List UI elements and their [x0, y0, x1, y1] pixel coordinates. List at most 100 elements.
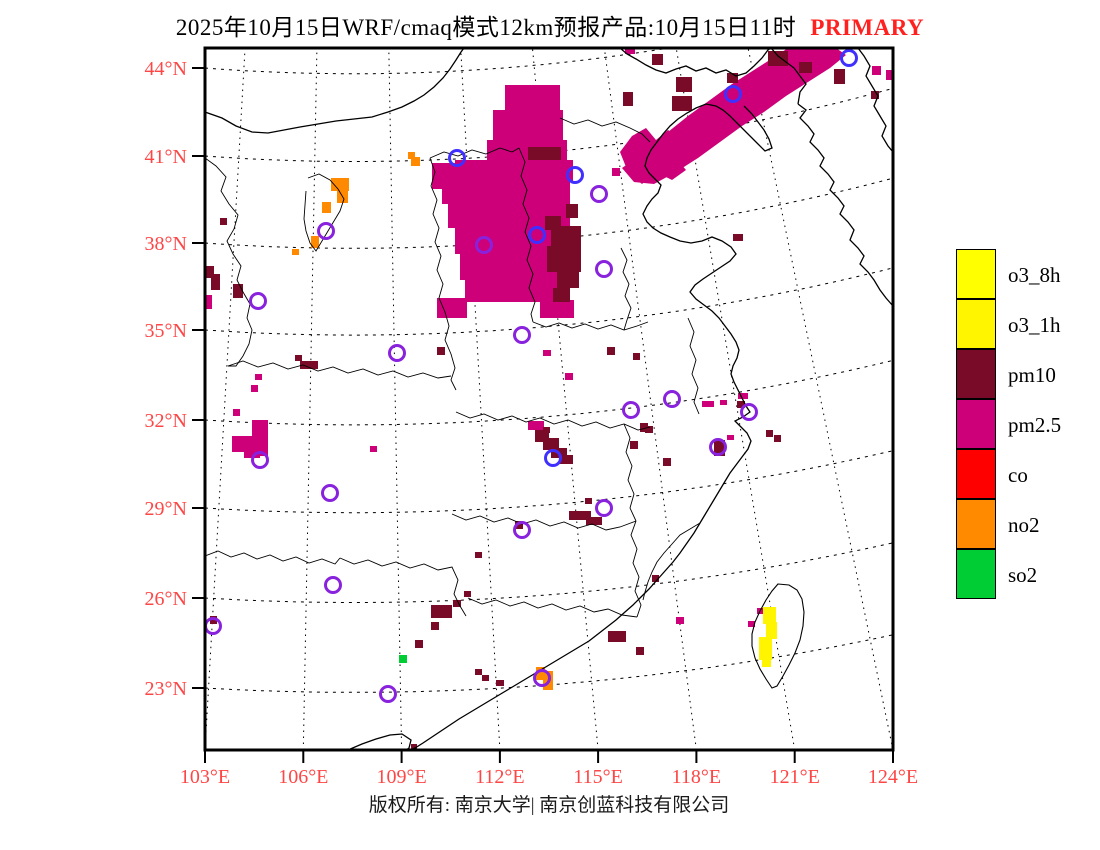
- province-boundary: [429, 157, 457, 391]
- pollution-cell-pm10: [774, 435, 781, 442]
- pollution-cell-pm25: [255, 374, 262, 380]
- station-layer: [205, 49, 858, 703]
- legend-item-pm2.5: pm2.5: [956, 399, 1062, 450]
- station-marker: [724, 85, 742, 103]
- station-marker: [595, 260, 613, 278]
- pollution-cell-pm10: [453, 600, 461, 607]
- pollution-cell-pm10: [300, 361, 318, 369]
- pollution-cell-pm25: [886, 70, 893, 80]
- axis-labels: 44°N 41°N 38°N 35°N 32°N 29°N 26°N 23°N 103°E 106…: [145, 58, 919, 788]
- pollution-cell-no2: [322, 202, 331, 213]
- pollution-cell-no2: [311, 236, 319, 248]
- province-boundary: [467, 597, 638, 618]
- pollution-cell-pm10: [557, 270, 579, 288]
- pollution-cell-pm25: [244, 450, 260, 458]
- station-marker: [379, 685, 397, 703]
- pollution-cell-pm25: [720, 400, 727, 405]
- pollution-cell-pm25: [455, 160, 573, 182]
- coastline: [347, 733, 412, 750]
- legend-label: pm10: [1008, 362, 1056, 387]
- pollution-cell-pm25: [233, 409, 240, 416]
- pollution-cell-pm10: [768, 51, 788, 66]
- pollution-cell-pm10: [431, 605, 452, 618]
- pollution-cell-pm25: [738, 393, 748, 399]
- pollution-cell-pm10: [652, 575, 659, 582]
- pollution-cell-pm10: [645, 426, 653, 433]
- pollution-cell-pm25: [493, 110, 563, 142]
- pollution-cell-pm10: [623, 92, 633, 106]
- pollution-cell-pm25: [252, 420, 268, 456]
- pollution-cell-pm10: [559, 455, 573, 464]
- pollution-cell-pm10: [566, 204, 578, 218]
- province-boundary: [623, 423, 637, 522]
- coastline: [797, 103, 893, 307]
- pollution-cell-pm10: [464, 591, 471, 597]
- lat-label: 35°N: [145, 320, 187, 342]
- pollution-cell-pm10: [543, 427, 550, 433]
- station-marker: [513, 521, 531, 539]
- legend-swatch-o3_8h: [956, 249, 996, 300]
- province-boundary: [642, 522, 701, 601]
- station-marker: [595, 499, 613, 517]
- copyright-text: 版权所有: 南京大学| 南京创蓝科技有限公司: [368, 795, 730, 816]
- pollution-cell-pm10: [608, 631, 626, 642]
- pollution-cell-pm10: [737, 401, 745, 408]
- legend-label: o3_1h: [1008, 312, 1061, 337]
- province-boundary: [518, 147, 536, 323]
- pollution-cell-pm10: [496, 680, 504, 686]
- title-primary-tag: PRIMARY: [810, 15, 925, 40]
- lat-label: 32°N: [145, 410, 187, 432]
- map-frame: [203, 46, 895, 752]
- legend-swatch-pm10: [956, 349, 996, 400]
- legend-swatch-co: [956, 449, 996, 500]
- legend-item-co: co: [956, 449, 1061, 500]
- province-boundary: [532, 321, 649, 331]
- pollution-cell-o3_1h: [763, 607, 776, 624]
- province-boundary: [339, 557, 467, 617]
- pollution-cell-so2: [399, 655, 407, 663]
- lat-label: 44°N: [145, 58, 187, 80]
- station-marker: [840, 49, 858, 67]
- legend-swatch-pm2.5: [956, 399, 996, 450]
- station-marker: [321, 484, 339, 502]
- lon-label: 124°E: [868, 766, 918, 788]
- pollution-cell-pm25: [205, 295, 212, 309]
- pollution-cell-pm10: [211, 274, 220, 290]
- pollution-cell-pm25: [370, 446, 377, 452]
- pollution-cell-pm10: [727, 73, 738, 83]
- lat-label: 23°N: [145, 678, 187, 700]
- province-boundary: [455, 411, 651, 431]
- lon-label: 109°E: [376, 766, 426, 788]
- legend-label: pm2.5: [1008, 412, 1062, 437]
- pollution-cell-pm25: [727, 435, 734, 440]
- pollution-layer: [205, 48, 893, 750]
- island-outline: [751, 583, 805, 689]
- pollution-cell-no2: [331, 178, 349, 191]
- province-boundary: [227, 360, 452, 379]
- station-marker: [533, 669, 551, 687]
- pollution-cell-pm10: [871, 91, 879, 99]
- map-inner: [205, 48, 893, 750]
- lon-label: 103°E: [180, 766, 230, 788]
- pollution-cell-pm10: [676, 77, 692, 92]
- legend-item-o3_1h: o3_1h: [956, 299, 1061, 350]
- legend-label: co: [1008, 462, 1028, 487]
- pollution-cell-pm25: [465, 280, 560, 302]
- pollution-cell-pm10: [437, 347, 445, 355]
- coastline: [715, 105, 773, 152]
- legend-item-pm10: pm10: [956, 349, 1061, 400]
- pollution-cell-pm25: [232, 436, 253, 452]
- pollution-cell-pm10: [475, 552, 482, 558]
- pollution-cell-pm10: [411, 744, 417, 750]
- station-marker: [475, 236, 493, 254]
- boundary-layer: [205, 48, 893, 750]
- lon-label: 115°E: [573, 766, 622, 788]
- national-border: [619, 48, 772, 77]
- pollution-cell-pm10: [714, 440, 725, 456]
- station-marker: [448, 149, 466, 167]
- province-boundary: [303, 173, 345, 252]
- pollution-cell-o3_1h: [766, 622, 777, 639]
- legend-swatch-o3_1h: [956, 299, 996, 350]
- pollution-cell-pm10: [220, 218, 227, 225]
- province-boundary: [559, 117, 651, 143]
